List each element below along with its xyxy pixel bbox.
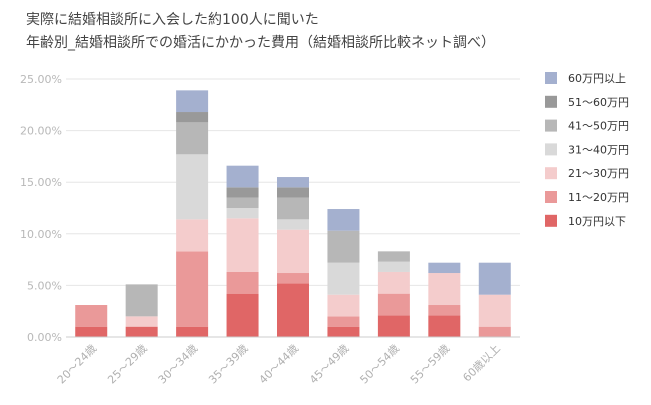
y-tick-label: 5.00% <box>27 279 62 292</box>
x-tick-label: 50〜54歳 <box>357 342 402 387</box>
legend-item: 51〜60万円 <box>545 95 629 109</box>
bar-segment <box>277 229 309 274</box>
x-tick-label: 55〜59歳 <box>408 342 453 387</box>
chart-subtitle: 年齢別_結婚相談所での婚活にかかった費用（結婚相談所比較ネット調べ） <box>26 35 495 51</box>
y-tick-label: 15.00% <box>20 176 62 189</box>
bar-segment <box>277 273 309 284</box>
bar-segment <box>226 218 259 272</box>
bar-segment <box>377 315 410 337</box>
bar-segment <box>377 251 410 262</box>
bar-segment <box>327 316 360 327</box>
legend-swatch <box>545 214 557 227</box>
bar-segment <box>428 262 461 274</box>
bar-segment <box>377 261 410 272</box>
bar-segment <box>176 90 209 113</box>
legend: 60万円以上 51〜60万円 41〜50万円 31〜40万円 21〜30万円 11〜20万… <box>545 72 629 228</box>
legend-item: 11〜20万円 <box>545 191 629 204</box>
y-tick-labels: 0.00% 5.00% 10.00% 15.00% 20.00% 25.00% <box>20 73 62 344</box>
bar-segment <box>226 208 259 219</box>
legend-swatch <box>545 72 557 84</box>
bar-segment <box>176 112 209 123</box>
legend-label: 21〜30万円 <box>568 167 629 180</box>
legend-item: 31〜40万円 <box>545 143 629 156</box>
bar-segment <box>277 177 309 188</box>
legend-item: 21〜30万円 <box>545 167 629 180</box>
legend-swatch <box>545 167 557 180</box>
x-tick-label: 20〜24歳 <box>55 342 100 387</box>
bar-segment <box>277 187 309 198</box>
legend-label: 11〜20万円 <box>568 191 629 204</box>
bar-segment <box>277 197 309 220</box>
bar-segment <box>428 315 461 337</box>
legend-swatch <box>545 95 557 108</box>
bar-segment <box>176 122 209 155</box>
legend-swatch <box>545 191 557 203</box>
bar-segment <box>125 326 158 337</box>
bar-segment <box>226 293 259 337</box>
bar-segment <box>226 197 259 208</box>
bar-segment <box>75 326 108 337</box>
bar-segment <box>226 187 259 198</box>
legend-item: 10万円以下 <box>545 214 626 228</box>
x-tick-label: 35〜39歳 <box>206 342 251 387</box>
chart-title: 実際に結婚相談所に入会した約100人に聞いた <box>26 12 319 28</box>
x-tick-label: 30〜34歳 <box>156 342 201 387</box>
legend-label: 10万円以下 <box>568 215 626 228</box>
bar-segment <box>125 284 158 317</box>
x-tick-label: 25〜29歳 <box>105 342 150 387</box>
x-tick-labels: 20〜24歳 25〜29歳 30〜34歳 35〜39歳 40〜44歳 45〜49歳 50〜5… <box>55 342 503 387</box>
bar-segment <box>428 305 461 316</box>
bar-segment <box>277 219 309 230</box>
legend-label: 41〜50万円 <box>568 120 629 133</box>
legend-swatch <box>545 143 557 156</box>
legend-label: 31〜40万円 <box>568 143 629 156</box>
y-tick-label: 20.00% <box>20 125 62 138</box>
bar-segment <box>327 294 360 317</box>
bar-segment <box>176 251 209 327</box>
y-tick-label: 0.00% <box>27 331 62 344</box>
bar-segment <box>377 293 410 316</box>
legend-item: 41〜50万円 <box>545 119 629 133</box>
bar-segment <box>327 209 360 231</box>
bar-segment <box>327 326 360 337</box>
bar-segment <box>125 316 158 327</box>
bar-segment <box>377 271 410 294</box>
bar-segment <box>226 165 259 188</box>
legend-swatch <box>545 119 557 132</box>
bar-segment <box>478 326 511 337</box>
bars <box>75 90 511 337</box>
bar-segment <box>428 273 461 306</box>
bar-segment <box>478 262 511 295</box>
bar-segment <box>176 154 209 220</box>
legend-item: 60万円以上 <box>545 72 626 85</box>
bar-segment <box>327 262 360 295</box>
bar-segment <box>75 305 108 327</box>
x-tick-label: 60歳以上 <box>460 342 502 384</box>
y-tick-label: 10.00% <box>20 228 62 241</box>
x-tick-label: 40〜44歳 <box>257 342 302 387</box>
bar-segment <box>226 271 259 294</box>
legend-label: 51〜60万円 <box>568 96 629 109</box>
x-tick-label: 45〜49歳 <box>307 342 352 387</box>
bar-segment <box>327 230 360 263</box>
bar-segment <box>277 283 309 337</box>
bar-segment <box>176 219 209 252</box>
bar-segment <box>478 294 511 327</box>
y-tick-label: 25.00% <box>20 73 62 86</box>
bar-segment <box>176 326 209 337</box>
legend-label: 60万円以上 <box>568 72 626 85</box>
